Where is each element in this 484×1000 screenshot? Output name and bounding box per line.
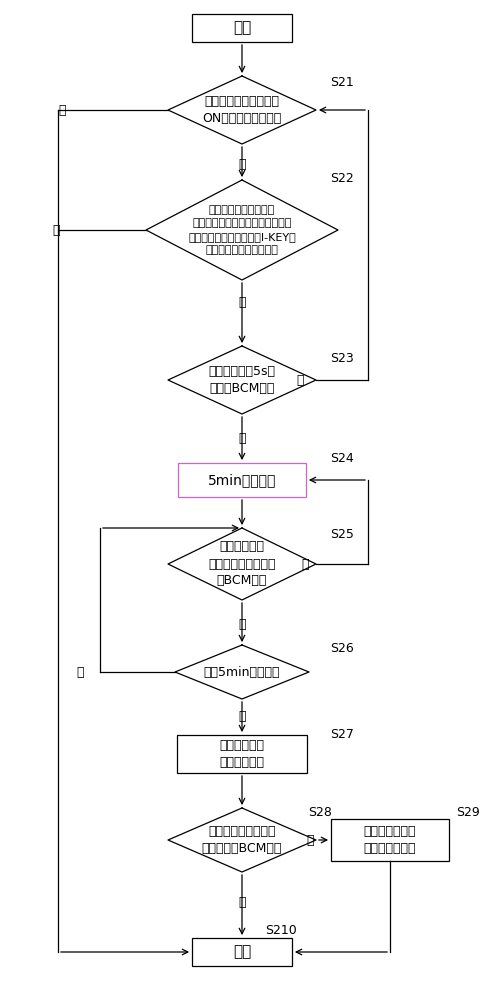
Text: S23: S23 xyxy=(329,352,353,364)
Text: 是否5min计时结束: 是否5min计时结束 xyxy=(203,666,280,678)
Text: S28: S28 xyxy=(307,806,331,818)
Text: S24: S24 xyxy=(329,452,353,464)
Text: S210: S210 xyxy=(264,924,296,936)
Text: 否: 否 xyxy=(238,617,245,631)
Bar xyxy=(192,938,291,966)
Text: 仪表控制仪表
的显示屏熄灭: 仪表控制仪表 的显示屏熄灭 xyxy=(219,739,264,769)
Text: 仪表点亮显示屏
以显示当前信息: 仪表点亮显示屏 以显示当前信息 xyxy=(363,825,415,855)
Text: S25: S25 xyxy=(329,528,353,540)
Text: 仪表检测汽车是否在非
ON档电且充电枪连接: 仪表检测汽车是否在非 ON档电且充电枪连接 xyxy=(202,95,281,125)
Text: 是: 是 xyxy=(238,432,245,444)
Text: S29: S29 xyxy=(455,806,479,818)
Text: S22: S22 xyxy=(329,172,353,184)
Text: 是否充电状态变化或
仪表接收到BCM报文: 是否充电状态变化或 仪表接收到BCM报文 xyxy=(201,825,282,855)
Bar xyxy=(178,463,305,497)
Text: 开始: 开始 xyxy=(232,20,251,35)
Text: 结束: 结束 xyxy=(232,944,251,960)
Text: 否: 否 xyxy=(238,896,245,908)
Text: 仪表是否连续5s未
接收到BCM报文: 仪表是否连续5s未 接收到BCM报文 xyxy=(208,365,275,395)
Text: 否: 否 xyxy=(76,666,84,678)
Bar xyxy=(177,735,306,773)
Text: 5min计时开始: 5min计时开始 xyxy=(207,473,275,487)
Text: 是: 是 xyxy=(301,558,308,570)
Text: 否: 否 xyxy=(296,373,303,386)
Text: 是: 是 xyxy=(305,834,313,846)
Text: S21: S21 xyxy=(329,76,353,89)
Text: S26: S26 xyxy=(329,642,353,654)
Text: 否: 否 xyxy=(52,224,60,236)
Text: 是: 是 xyxy=(238,710,245,722)
Text: 否: 否 xyxy=(58,104,66,116)
Text: 仪表的显示屏是否显示
正在充电界面或预约倒计时界面且
整车是否进入防盗状态且I-KEY是
否探测不到智能钥匙信号: 仪表的显示屏是否显示 正在充电界面或预约倒计时界面且 整车是否进入防盗状态且I-… xyxy=(188,205,295,255)
Text: 是否充电状态
发生变化或仪表接收
到BCM报文: 是否充电状态 发生变化或仪表接收 到BCM报文 xyxy=(208,540,275,587)
Bar xyxy=(192,14,291,42)
Text: 是: 是 xyxy=(238,158,245,172)
Text: S27: S27 xyxy=(329,728,353,740)
Text: 是: 是 xyxy=(238,296,245,308)
Bar xyxy=(330,819,448,861)
